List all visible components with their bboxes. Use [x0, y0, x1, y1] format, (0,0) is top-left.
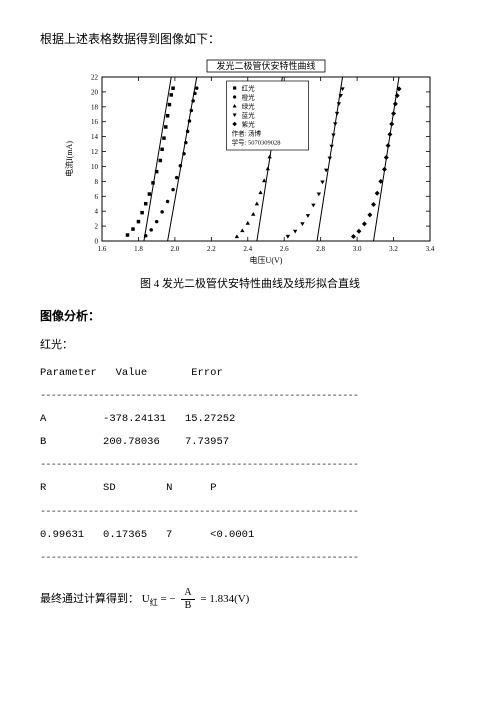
frac-num: A — [181, 588, 194, 600]
svg-text:12: 12 — [91, 148, 99, 156]
svg-text:10: 10 — [91, 163, 99, 171]
svg-text:4: 4 — [95, 208, 99, 216]
svg-text:学号: 5070309028: 学号: 5070309028 — [232, 138, 281, 147]
svg-text:绿光: 绿光 — [242, 102, 256, 111]
chart-container: 发光二极管伏安特性曲线 1.6 1.8 2.0 2.2 2.4 2.6 2.8 3.0 3.2 3.… — [60, 59, 440, 291]
svg-text:电压U(V): 电压U(V) — [250, 255, 283, 265]
svg-text:14: 14 — [91, 133, 99, 141]
svg-text:作者: 汤博: 作者: 汤博 — [232, 129, 262, 138]
table-row: A -378.24131 15.27252 — [40, 408, 460, 431]
analysis-heading: 图像分析： — [40, 307, 460, 324]
formula-result: = 1.834(V) — [200, 593, 249, 605]
svg-text:2.2: 2.2 — [207, 245, 216, 253]
svg-text:20: 20 — [91, 88, 99, 96]
divider: ----------------------------------------… — [40, 454, 460, 477]
chart-caption: 图 4 发光二极管伏安特性曲线及线形拟合直线 — [60, 275, 440, 291]
svg-text:16: 16 — [91, 118, 99, 126]
svg-text:3.2: 3.2 — [389, 245, 398, 253]
svg-text:3.4: 3.4 — [426, 245, 435, 253]
svg-text:电流I(mA): 电流I(mA) — [64, 141, 74, 177]
svg-text:橙光: 橙光 — [242, 93, 256, 102]
divider: ----------------------------------------… — [40, 501, 460, 524]
svg-text:红光: 红光 — [242, 84, 256, 93]
formula-prefix: 最终通过计算得到： — [40, 593, 139, 605]
svg-text:8: 8 — [95, 178, 99, 186]
svg-text:18: 18 — [91, 103, 99, 111]
svg-text:紫光: 紫光 — [242, 120, 256, 129]
formula-sub: 红 — [150, 598, 158, 607]
intro-text: 根据上述表格数据得到图像如下： — [40, 30, 460, 47]
stat-row: 0.99631 0.17365 7 <0.0001 — [40, 524, 460, 547]
formula-eq: = − — [160, 593, 178, 605]
svg-text:2.4: 2.4 — [243, 245, 252, 253]
svg-text:2.0: 2.0 — [171, 245, 180, 253]
svg-text:2.8: 2.8 — [316, 245, 325, 253]
svg-text:3.0: 3.0 — [353, 245, 362, 253]
svg-text:1.8: 1.8 — [134, 245, 143, 253]
va-chart: 发光二极管伏安特性曲线 1.6 1.8 2.0 2.2 2.4 2.6 2.8 3.0 3.2 3.… — [60, 59, 440, 269]
stat-header-row: R SD N P — [40, 477, 460, 500]
svg-text:22: 22 — [91, 74, 99, 82]
svg-text:发光二极管伏安特性曲线: 发光二极管伏安特性曲线 — [216, 60, 315, 71]
svg-text:0: 0 — [95, 238, 99, 246]
frac-den: B — [181, 600, 194, 611]
svg-text:1.6: 1.6 — [98, 245, 107, 253]
divider: ----------------------------------------… — [40, 385, 460, 408]
color-heading: 红光： — [40, 336, 460, 352]
formula-fraction: A B — [181, 588, 194, 611]
divider: ----------------------------------------… — [40, 547, 460, 570]
formula-var: U — [142, 593, 150, 605]
param-table: Parameter Value Error ------------------… — [40, 362, 460, 570]
svg-text:2: 2 — [95, 223, 99, 231]
table-row: B 200.78036 7.73957 — [40, 431, 460, 454]
svg-text:蓝光: 蓝光 — [242, 111, 256, 120]
table-header-row: Parameter Value Error — [40, 362, 460, 385]
svg-text:6: 6 — [95, 193, 99, 201]
formula-line: 最终通过计算得到： U红 = − A B = 1.834(V) — [40, 588, 460, 611]
svg-text:2.6: 2.6 — [280, 245, 289, 253]
